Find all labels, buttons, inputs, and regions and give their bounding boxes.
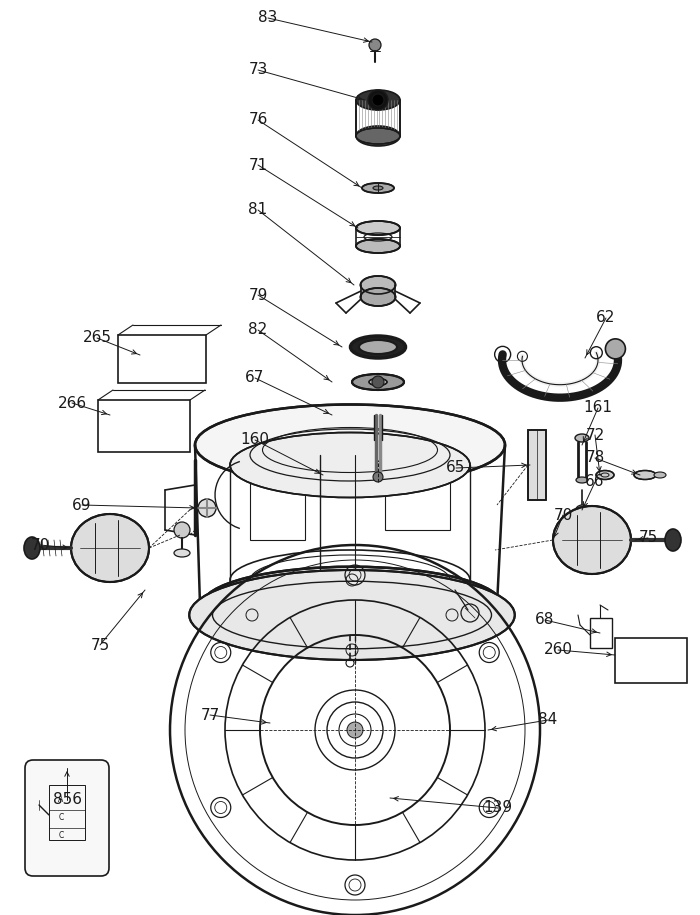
- Ellipse shape: [373, 186, 383, 190]
- Ellipse shape: [202, 566, 502, 643]
- Ellipse shape: [356, 239, 400, 253]
- Ellipse shape: [174, 549, 190, 557]
- Text: 79: 79: [248, 287, 267, 303]
- Ellipse shape: [356, 90, 400, 110]
- Ellipse shape: [665, 529, 681, 551]
- Ellipse shape: [576, 477, 588, 483]
- Ellipse shape: [230, 433, 470, 498]
- Text: 82: 82: [248, 322, 267, 338]
- Ellipse shape: [356, 126, 400, 146]
- Ellipse shape: [360, 288, 395, 306]
- Ellipse shape: [195, 404, 505, 486]
- Ellipse shape: [360, 276, 395, 294]
- Ellipse shape: [71, 514, 149, 582]
- Text: 83: 83: [258, 10, 278, 26]
- Circle shape: [347, 722, 363, 738]
- Text: A: A: [58, 795, 64, 804]
- FancyBboxPatch shape: [25, 760, 109, 876]
- Text: C: C: [58, 832, 64, 841]
- Text: 65: 65: [447, 460, 466, 476]
- Text: 78: 78: [585, 450, 605, 466]
- Circle shape: [373, 472, 383, 482]
- Text: 70: 70: [554, 508, 573, 522]
- Text: 84: 84: [538, 713, 558, 727]
- Ellipse shape: [189, 570, 514, 660]
- Circle shape: [369, 39, 381, 51]
- Ellipse shape: [359, 340, 397, 354]
- Bar: [49, 785, 85, 840]
- Text: 66: 66: [585, 475, 605, 490]
- Text: 161: 161: [584, 401, 612, 415]
- Text: 265: 265: [83, 330, 111, 346]
- Text: 81: 81: [248, 202, 267, 218]
- Text: 62: 62: [596, 310, 616, 326]
- Text: 75: 75: [90, 638, 110, 652]
- Circle shape: [174, 522, 190, 538]
- Ellipse shape: [362, 183, 394, 193]
- Text: 260: 260: [543, 642, 573, 658]
- Ellipse shape: [369, 379, 387, 385]
- Bar: [615, 638, 687, 683]
- Bar: [528, 430, 546, 500]
- Text: 76: 76: [248, 113, 267, 127]
- Bar: [385, 460, 450, 530]
- Circle shape: [368, 90, 388, 110]
- Circle shape: [606, 339, 625, 359]
- Circle shape: [372, 94, 384, 106]
- Text: 71: 71: [248, 157, 267, 173]
- Ellipse shape: [356, 221, 400, 235]
- Bar: [250, 460, 305, 540]
- Circle shape: [372, 376, 384, 388]
- Bar: [118, 335, 206, 383]
- Ellipse shape: [352, 374, 404, 390]
- Ellipse shape: [351, 336, 405, 358]
- Circle shape: [198, 499, 216, 517]
- Ellipse shape: [654, 472, 666, 478]
- Ellipse shape: [596, 470, 614, 479]
- Text: 73: 73: [248, 62, 267, 78]
- Bar: [98, 400, 190, 452]
- Bar: [590, 618, 612, 648]
- Text: 70: 70: [30, 537, 50, 553]
- Ellipse shape: [575, 434, 589, 442]
- Ellipse shape: [634, 470, 656, 479]
- Text: 139: 139: [484, 801, 512, 815]
- Text: 72: 72: [585, 427, 605, 443]
- Text: 77: 77: [200, 707, 220, 723]
- Bar: [528, 430, 546, 500]
- Text: 67: 67: [245, 371, 265, 385]
- Text: 75: 75: [638, 531, 657, 545]
- Text: 266: 266: [57, 395, 87, 411]
- Text: 856: 856: [52, 792, 81, 808]
- Ellipse shape: [24, 537, 40, 559]
- Text: 69: 69: [72, 498, 92, 512]
- Circle shape: [575, 505, 589, 519]
- Text: 68: 68: [536, 612, 554, 628]
- Ellipse shape: [553, 506, 631, 574]
- Ellipse shape: [356, 128, 400, 144]
- Text: 160: 160: [241, 433, 270, 447]
- Text: C: C: [58, 813, 64, 823]
- Circle shape: [576, 530, 588, 542]
